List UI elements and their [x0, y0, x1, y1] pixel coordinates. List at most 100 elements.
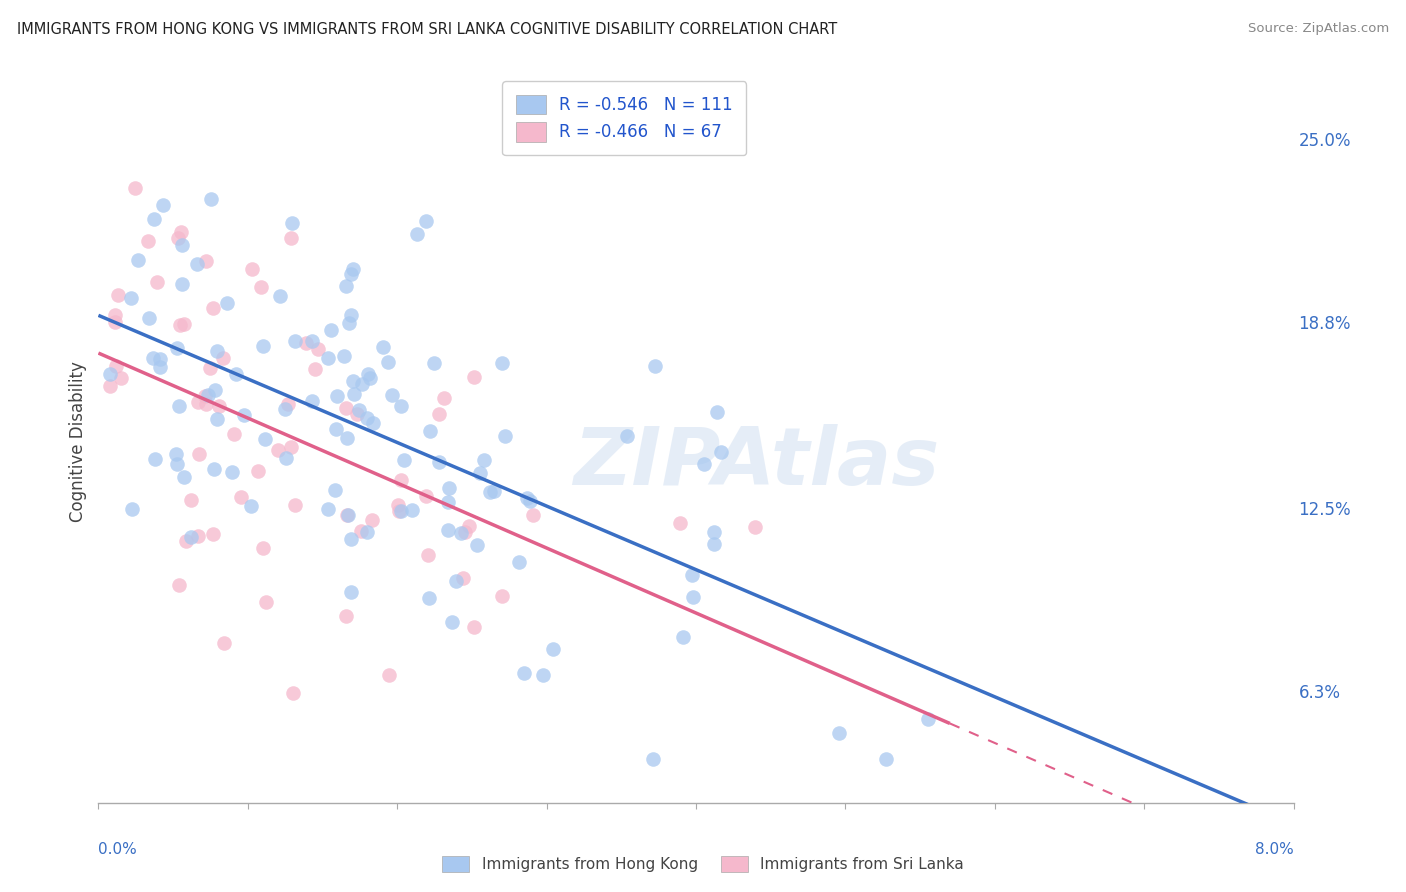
Legend: R = -0.546   N = 111, R = -0.466   N = 67: R = -0.546 N = 111, R = -0.466 N = 67 [502, 81, 747, 155]
Point [170, 225, 193, 239]
Point [641, 751, 664, 765]
Point [166, 458, 188, 472]
Point [342, 374, 364, 388]
Point [180, 493, 202, 508]
Point [174, 533, 197, 548]
Point [703, 525, 725, 540]
Point [149, 360, 172, 375]
Point [356, 410, 378, 425]
Point [423, 356, 446, 370]
Point [415, 489, 437, 503]
Point [336, 431, 359, 445]
Point [194, 388, 217, 402]
Point [277, 397, 299, 411]
Point [221, 465, 243, 479]
Point [519, 494, 541, 508]
Point [252, 541, 274, 555]
Point [253, 432, 276, 446]
Point [246, 465, 269, 479]
Point [301, 334, 323, 348]
Point [419, 424, 441, 438]
Point [274, 402, 297, 417]
Point [229, 490, 252, 504]
Point [440, 615, 463, 629]
Point [433, 391, 456, 405]
Point [321, 322, 343, 336]
Point [389, 399, 412, 413]
Point [274, 451, 297, 466]
Point [167, 399, 190, 413]
Point [201, 527, 224, 541]
Y-axis label: Cognitive Disability: Cognitive Disability [69, 361, 87, 522]
Point [224, 426, 246, 441]
Text: 0.0%: 0.0% [98, 842, 138, 856]
Point [233, 409, 256, 423]
Point [418, 591, 440, 605]
Point [516, 491, 538, 505]
Point [710, 445, 733, 459]
Point [284, 334, 307, 348]
Point [333, 349, 356, 363]
Point [105, 359, 128, 373]
Point [152, 198, 174, 212]
Point [692, 458, 714, 472]
Point [121, 502, 143, 516]
Point [200, 361, 222, 376]
Point [335, 278, 357, 293]
Point [205, 343, 228, 358]
Point [138, 234, 160, 248]
Point [463, 620, 485, 634]
Text: ZIPAtlas: ZIPAtlas [572, 425, 939, 502]
Point [875, 751, 897, 765]
Point [187, 447, 209, 461]
Point [463, 370, 485, 384]
Point [342, 262, 364, 277]
Point [169, 318, 191, 333]
Point [201, 301, 224, 316]
Point [917, 712, 939, 726]
Point [446, 574, 468, 588]
Point [225, 367, 247, 381]
Point [451, 571, 474, 585]
Point [744, 519, 766, 533]
Point [281, 686, 304, 700]
Point [356, 524, 378, 539]
Point [187, 395, 209, 409]
Point [98, 378, 121, 392]
Point [346, 407, 368, 421]
Text: Source: ZipAtlas.com: Source: ZipAtlas.com [1249, 22, 1389, 36]
Point [323, 483, 346, 497]
Point [427, 407, 450, 421]
Point [336, 508, 359, 523]
Point [325, 422, 347, 436]
Point [104, 308, 127, 322]
Point [335, 609, 357, 624]
Point [389, 504, 412, 518]
Point [197, 388, 219, 402]
Point [377, 355, 399, 369]
Point [307, 342, 329, 356]
Point [250, 279, 273, 293]
Point [401, 503, 423, 517]
Point [340, 268, 363, 282]
Point [186, 257, 208, 271]
Point [194, 254, 217, 268]
Point [387, 503, 409, 517]
Point [392, 453, 415, 467]
Point [703, 537, 725, 551]
Point [107, 287, 129, 301]
Point [145, 275, 167, 289]
Point [681, 568, 703, 582]
Point [644, 359, 666, 373]
Point [415, 214, 437, 228]
Point [212, 351, 235, 365]
Point [531, 667, 554, 681]
Point [484, 484, 506, 499]
Text: 8.0%: 8.0% [1254, 842, 1294, 856]
Point [120, 291, 142, 305]
Point [195, 397, 218, 411]
Point [361, 416, 384, 430]
Point [350, 524, 373, 539]
Point [359, 370, 381, 384]
Point [437, 523, 460, 537]
